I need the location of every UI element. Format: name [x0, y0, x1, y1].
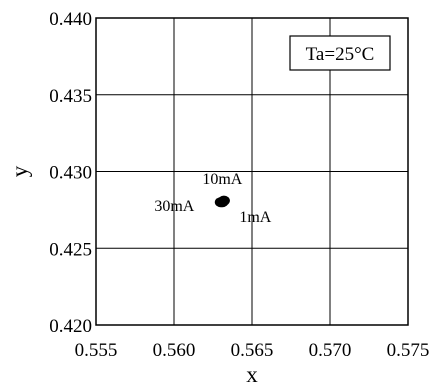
y-tick-label: 0.430	[49, 163, 92, 184]
y-tick-label: 0.435	[49, 86, 92, 107]
annotation-30ma: 30mA	[154, 198, 194, 215]
x-tick-label: 0.570	[309, 340, 352, 361]
y-tick-label: 0.440	[49, 9, 92, 30]
y-axis-label: y	[7, 165, 32, 177]
y-tick-label: 0.425	[49, 239, 92, 260]
annotation-1ma: 1mA	[239, 209, 271, 226]
x-tick-label: 0.575	[387, 340, 430, 361]
condition-label: Ta=25°C	[306, 44, 375, 65]
data-point-30ma	[214, 197, 227, 208]
condition-box-frame	[289, 35, 391, 71]
x-tick-label: 0.555	[75, 340, 118, 361]
x-tick-labels: 0.555 0.560 0.565 0.570 0.575	[75, 340, 430, 361]
x-tick-label: 0.560	[153, 340, 196, 361]
condition-box: Ta=25°C	[289, 35, 391, 71]
data-points	[214, 195, 230, 208]
y-tick-label: 0.420	[49, 316, 92, 337]
annotation-10ma: 10mA	[202, 171, 242, 188]
plot-frame	[95, 17, 409, 326]
y-tick-labels: 0.420 0.425 0.430 0.435 0.440	[49, 9, 92, 337]
x-axis-label: x	[246, 362, 258, 386]
x-tick-label: 0.565	[231, 340, 274, 361]
